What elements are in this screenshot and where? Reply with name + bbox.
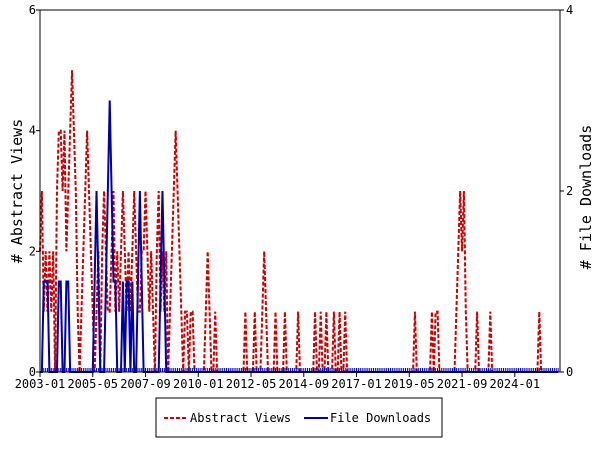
x-tick-label: 2019-05 [384,377,435,391]
x-tick-label: 2010-01 [173,377,224,391]
x-tick-label: 2021-09 [437,377,488,391]
y-left-axis-title: # Abstract Views [8,119,26,264]
x-minor-ticks [39,368,561,372]
y-left-tick-label: 4 [29,124,36,138]
y-right-axis-title: # File Downloads [577,125,595,270]
x-tick-label: 2007-09 [120,377,171,391]
x-tick-label: 2024-01 [489,377,540,391]
y-left-tick-label: 6 [29,3,36,17]
x-axis: 2003-01 2005-05 2007-09 2010-01 2012-05 2014-… [15,372,540,391]
y-left-tick-label: 2 [29,244,36,258]
y-right-tick-label: 0 [566,365,573,379]
y-left-axis: 0 2 4 6 [29,3,40,379]
legend-label-abstract-views: Abstract Views [190,411,291,425]
y-right-tick-label: 2 [566,184,573,198]
x-tick-label: 2017-01 [331,377,382,391]
x-tick-label: 2014-09 [278,377,329,391]
x-tick-label: 2012-05 [226,377,277,391]
legend-box [155,397,443,438]
y-right-tick-label: 4 [566,3,573,17]
y-right-axis: 0 2 4 [560,3,573,379]
legend: Abstract Views File Downloads [155,397,443,438]
legend-label-file-downloads: File Downloads [330,411,431,425]
x-tick-label: 2003-01 [15,377,66,391]
x-tick-label: 2005-05 [67,377,118,391]
y-left-tick-label: 0 [29,365,36,379]
